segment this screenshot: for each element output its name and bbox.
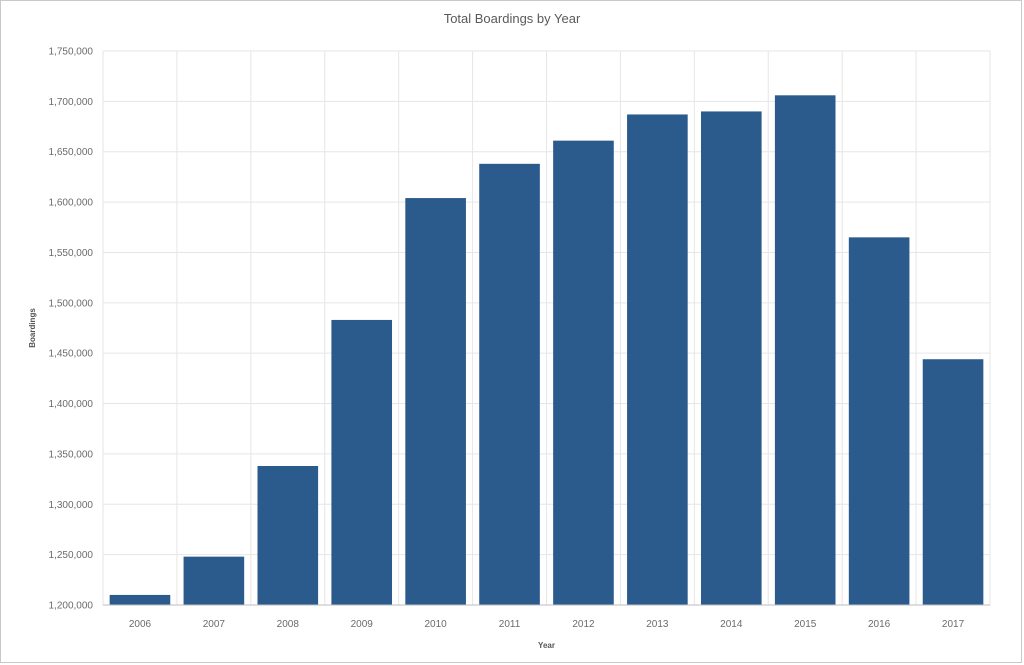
bar-2015: [774, 95, 836, 605]
x-tick-label: 2010: [425, 619, 448, 630]
y-tick-label: 1,600,000: [49, 198, 94, 209]
y-tick-label: 1,350,000: [49, 449, 94, 460]
bar-2010: [405, 198, 466, 605]
x-tick-label: 2012: [572, 619, 595, 630]
y-tick-label: 1,550,000: [49, 248, 94, 259]
chart-title: Total Boardings by Year: [443, 11, 581, 26]
x-tick-label: 2009: [351, 619, 374, 630]
bar-2017: [922, 359, 984, 605]
x-tick-label: 2008: [277, 619, 300, 630]
bar-2016: [848, 237, 910, 605]
bar-2013: [627, 114, 688, 605]
bar-2008: [257, 465, 319, 605]
y-tick-label: 1,750,000: [49, 47, 94, 58]
y-tick-label: 1,650,000: [49, 147, 94, 158]
x-tick-label: 2011: [499, 619, 521, 630]
y-tick-label: 1,450,000: [49, 349, 94, 360]
x-tick-label: 2007: [203, 619, 226, 630]
bar-2006: [109, 594, 171, 605]
x-tick-label: 2006: [129, 619, 152, 630]
grid-lines: [102, 50, 991, 606]
y-tick-label: 1,700,000: [49, 97, 94, 108]
bar-2012: [553, 140, 614, 605]
y-tick-label: 1,400,000: [49, 399, 94, 410]
y-tick-label: 1,300,000: [49, 500, 94, 511]
x-tick-labels: 2006 2007 2008 2009 2010 2011 2012 2013 2014 2015…: [129, 619, 965, 630]
bar-2009: [331, 319, 393, 605]
x-tick-label: 2015: [794, 619, 817, 630]
bar-2007: [183, 556, 245, 605]
bar-2011: [479, 163, 540, 605]
x-axis-title: Year: [538, 641, 555, 650]
y-tick-label: 1,500,000: [49, 298, 94, 309]
y-axis-title: Boardings: [28, 308, 37, 348]
bar-2014: [700, 111, 762, 605]
bars-group: [109, 95, 984, 605]
y-tick-labels: 1,200,000 1,250,000 1,300,000 1,350,000 1,40…: [49, 47, 94, 612]
x-tick-label: 2013: [646, 619, 669, 630]
x-tick-label: 2017: [942, 619, 965, 630]
y-tick-label: 1,200,000: [49, 601, 94, 612]
y-tick-label: 1,250,000: [49, 550, 94, 561]
x-tick-label: 2016: [868, 619, 891, 630]
x-tick-label: 2014: [720, 619, 743, 630]
